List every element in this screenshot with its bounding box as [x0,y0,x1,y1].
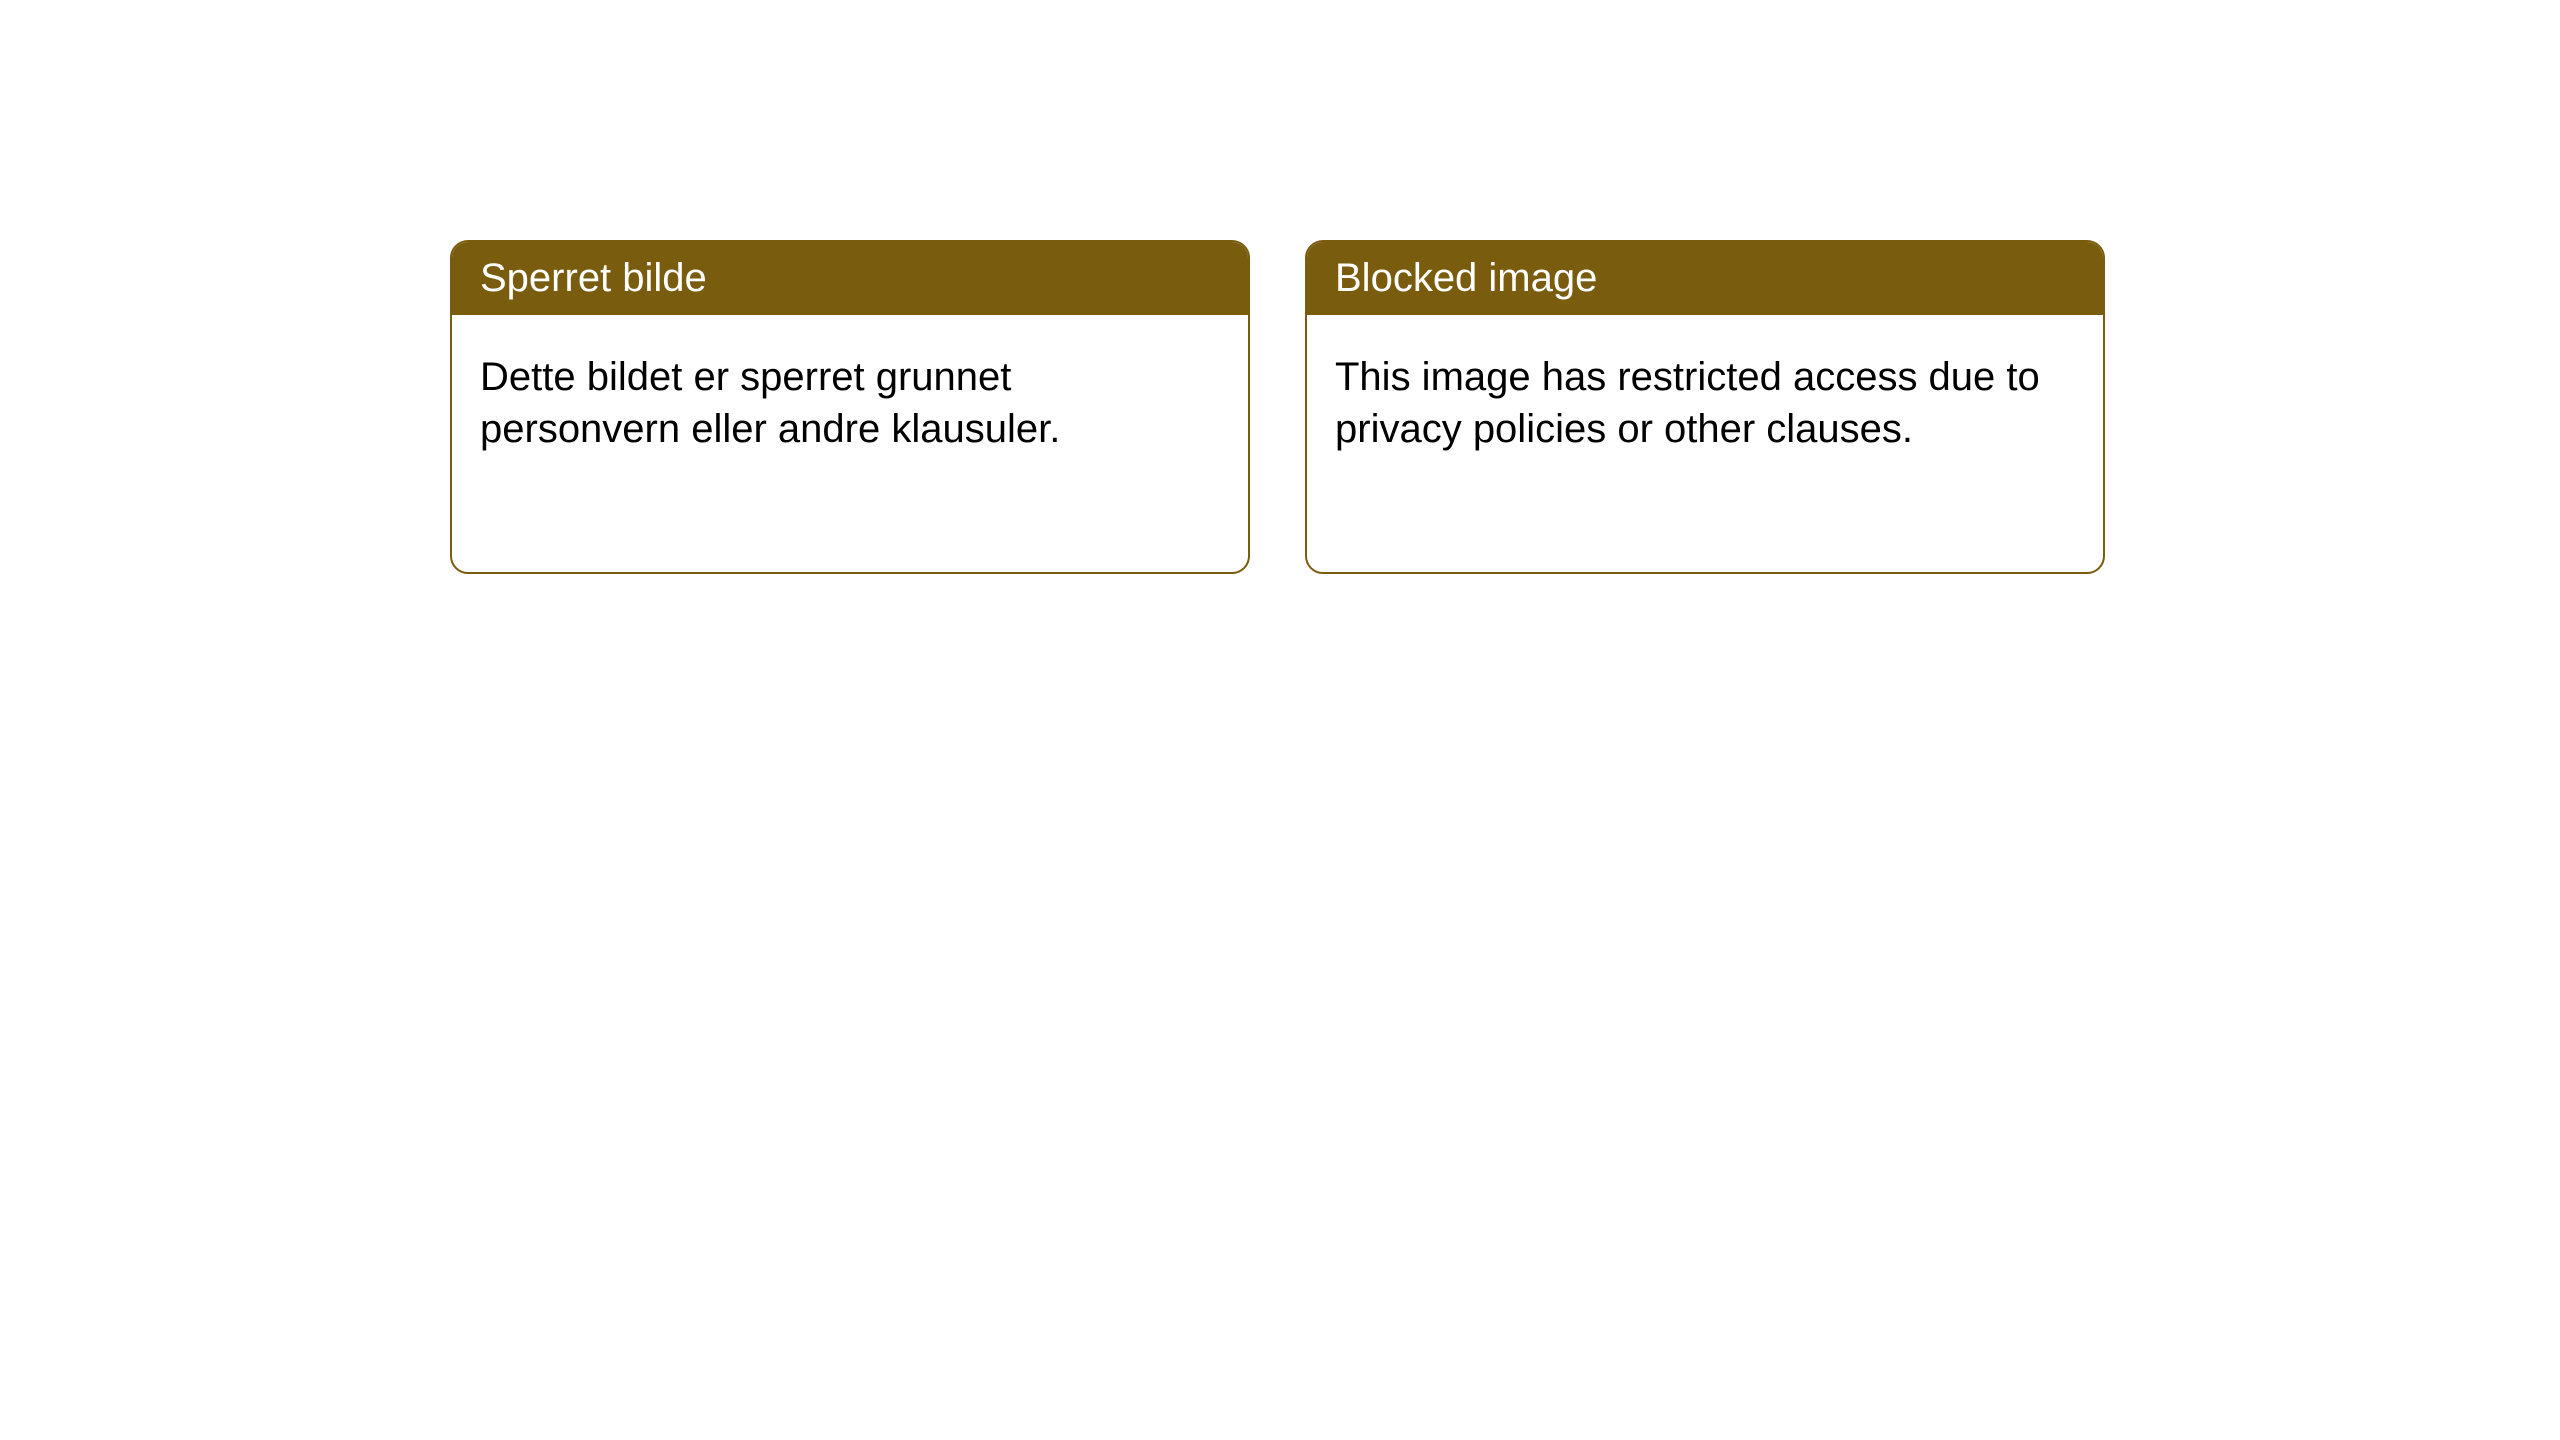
card-title: Blocked image [1335,256,1597,300]
card-body-text: Dette bildet er sperret grunnet personve… [480,355,1060,451]
notice-cards-container: Sperret bilde Dette bildet er sperret gr… [450,240,2105,574]
notice-card-english: Blocked image This image has restricted … [1305,240,2105,574]
card-title: Sperret bilde [480,256,707,300]
card-body: This image has restricted access due to … [1307,315,2103,491]
notice-card-norwegian: Sperret bilde Dette bildet er sperret gr… [450,240,1250,574]
card-body: Dette bildet er sperret grunnet personve… [452,315,1248,491]
card-body-text: This image has restricted access due to … [1335,355,2040,451]
card-header: Blocked image [1307,242,2103,315]
card-header: Sperret bilde [452,242,1248,315]
